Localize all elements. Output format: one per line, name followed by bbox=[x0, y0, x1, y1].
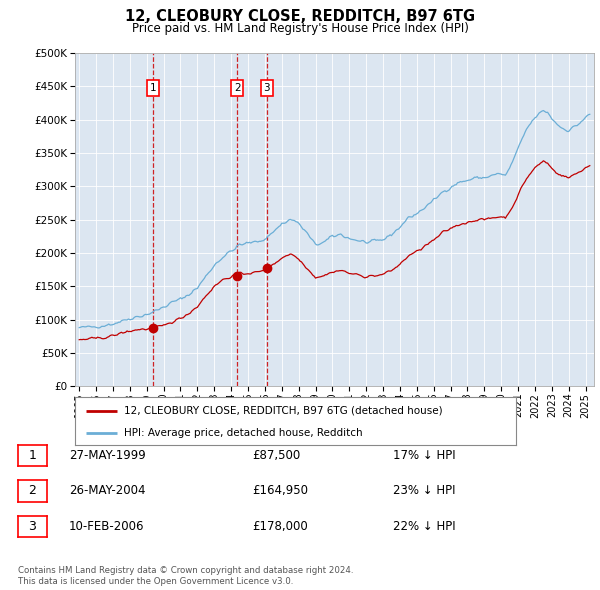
Text: Price paid vs. HM Land Registry's House Price Index (HPI): Price paid vs. HM Land Registry's House … bbox=[131, 22, 469, 35]
Text: 3: 3 bbox=[263, 83, 270, 93]
Text: 10-FEB-2006: 10-FEB-2006 bbox=[69, 520, 145, 533]
Text: 26-MAY-2004: 26-MAY-2004 bbox=[69, 484, 146, 497]
Text: 27-MAY-1999: 27-MAY-1999 bbox=[69, 449, 146, 462]
Text: HPI: Average price, detached house, Redditch: HPI: Average price, detached house, Redd… bbox=[124, 428, 362, 438]
Text: 2: 2 bbox=[234, 83, 241, 93]
Text: 12, CLEOBURY CLOSE, REDDITCH, B97 6TG: 12, CLEOBURY CLOSE, REDDITCH, B97 6TG bbox=[125, 9, 475, 24]
Text: 12, CLEOBURY CLOSE, REDDITCH, B97 6TG (detached house): 12, CLEOBURY CLOSE, REDDITCH, B97 6TG (d… bbox=[124, 405, 442, 415]
Text: £164,950: £164,950 bbox=[252, 484, 308, 497]
Text: 23% ↓ HPI: 23% ↓ HPI bbox=[393, 484, 455, 497]
Text: £87,500: £87,500 bbox=[252, 449, 300, 462]
Text: £178,000: £178,000 bbox=[252, 520, 308, 533]
Text: 17% ↓ HPI: 17% ↓ HPI bbox=[393, 449, 455, 462]
Text: 1: 1 bbox=[149, 83, 156, 93]
Text: 3: 3 bbox=[28, 520, 37, 533]
Text: 22% ↓ HPI: 22% ↓ HPI bbox=[393, 520, 455, 533]
Text: This data is licensed under the Open Government Licence v3.0.: This data is licensed under the Open Gov… bbox=[18, 577, 293, 586]
Text: Contains HM Land Registry data © Crown copyright and database right 2024.: Contains HM Land Registry data © Crown c… bbox=[18, 566, 353, 575]
Text: 1: 1 bbox=[28, 449, 37, 462]
Text: 2: 2 bbox=[28, 484, 37, 497]
